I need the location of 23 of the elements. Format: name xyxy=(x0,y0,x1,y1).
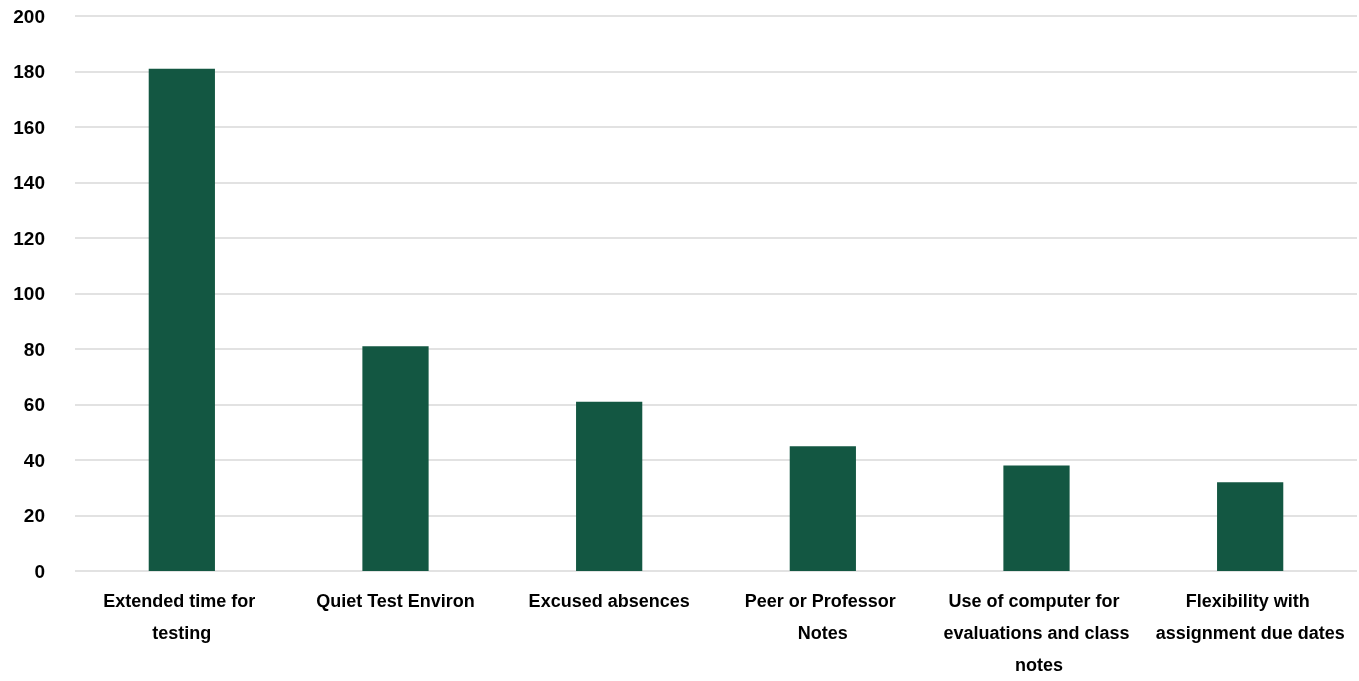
y-tick-label: 40 xyxy=(23,449,45,471)
bar xyxy=(576,401,643,571)
x-tick-label: Extended time for testing xyxy=(103,591,261,643)
y-tick-label: 140 xyxy=(13,172,45,193)
y-tick-label: 120 xyxy=(13,227,45,249)
y-tick-label: 160 xyxy=(13,116,45,138)
x-tick-label: Flexibility with assignment due dates xyxy=(1155,591,1345,643)
x-tick-label: Quiet Test Environ xyxy=(316,591,475,611)
bar xyxy=(1217,482,1284,571)
y-tick-label: 80 xyxy=(23,338,45,360)
y-tick-label: 200 xyxy=(13,5,45,27)
y-tick-label: 0 xyxy=(34,560,45,582)
x-tick-label: Use of computer for evaluations and class notes xyxy=(943,591,1130,675)
bar xyxy=(1003,465,1070,571)
y-tick-label: 20 xyxy=(23,505,45,526)
y-tick-label: 100 xyxy=(13,283,45,304)
x-tick-label: Peer or Professor Notes xyxy=(744,591,901,643)
y-tick-label: 60 xyxy=(23,394,45,415)
bar xyxy=(148,68,215,571)
y-tick-label: 180 xyxy=(13,61,45,82)
bar xyxy=(362,346,429,571)
bar xyxy=(789,446,856,571)
x-tick-label: Excused absences xyxy=(528,591,690,611)
